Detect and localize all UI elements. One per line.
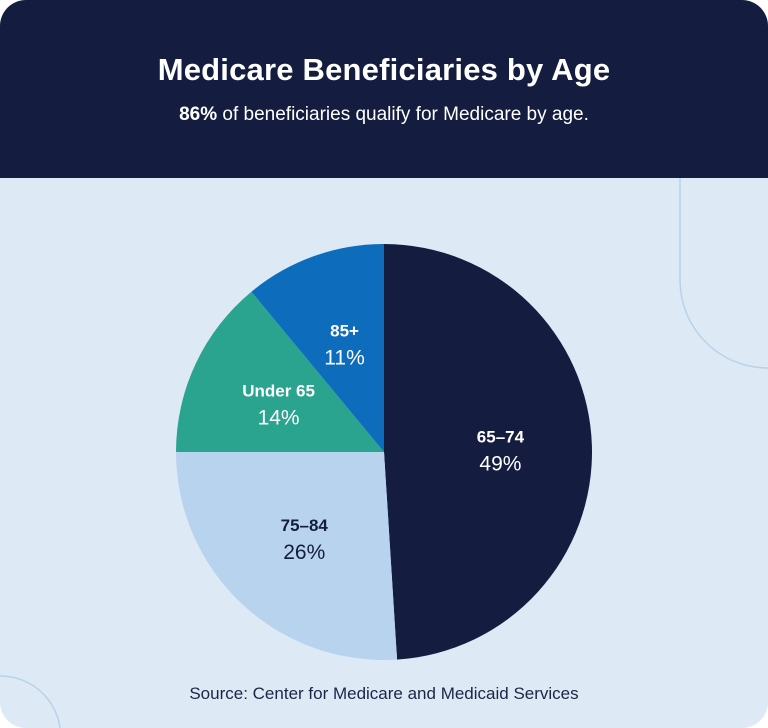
source-note: Source: Center for Medicare and Medicaid… — [189, 684, 579, 703]
pie-slice-under-65 — [176, 291, 384, 452]
slice-label-under-65: Under 65 — [242, 381, 315, 400]
header-banner: Medicare Beneficiaries by Age 86% of ben… — [0, 0, 768, 178]
slice-value-85: 11% — [324, 346, 364, 369]
chart-subtitle: 86% of beneficiaries qualify for Medicar… — [0, 104, 768, 126]
slice-value-65-74: 49% — [479, 452, 521, 475]
pie-slice-75-84 — [176, 452, 398, 660]
subtitle-highlight: 86% — [179, 104, 218, 125]
chart-title: Medicare Beneficiaries by Age — [157, 52, 611, 87]
slice-value-under-65: 14% — [258, 406, 300, 429]
slice-label-85: 85+ — [330, 321, 359, 340]
slice-value-75-84: 26% — [283, 541, 325, 564]
slice-label-75-84: 75–84 — [281, 516, 329, 535]
pie-slice-85 — [251, 244, 384, 452]
pie-slice-65-74 — [384, 244, 592, 660]
slice-label-65-74: 65–74 — [477, 427, 525, 446]
subtitle-text: of beneficiaries qualify for Medicare by… — [217, 104, 589, 125]
